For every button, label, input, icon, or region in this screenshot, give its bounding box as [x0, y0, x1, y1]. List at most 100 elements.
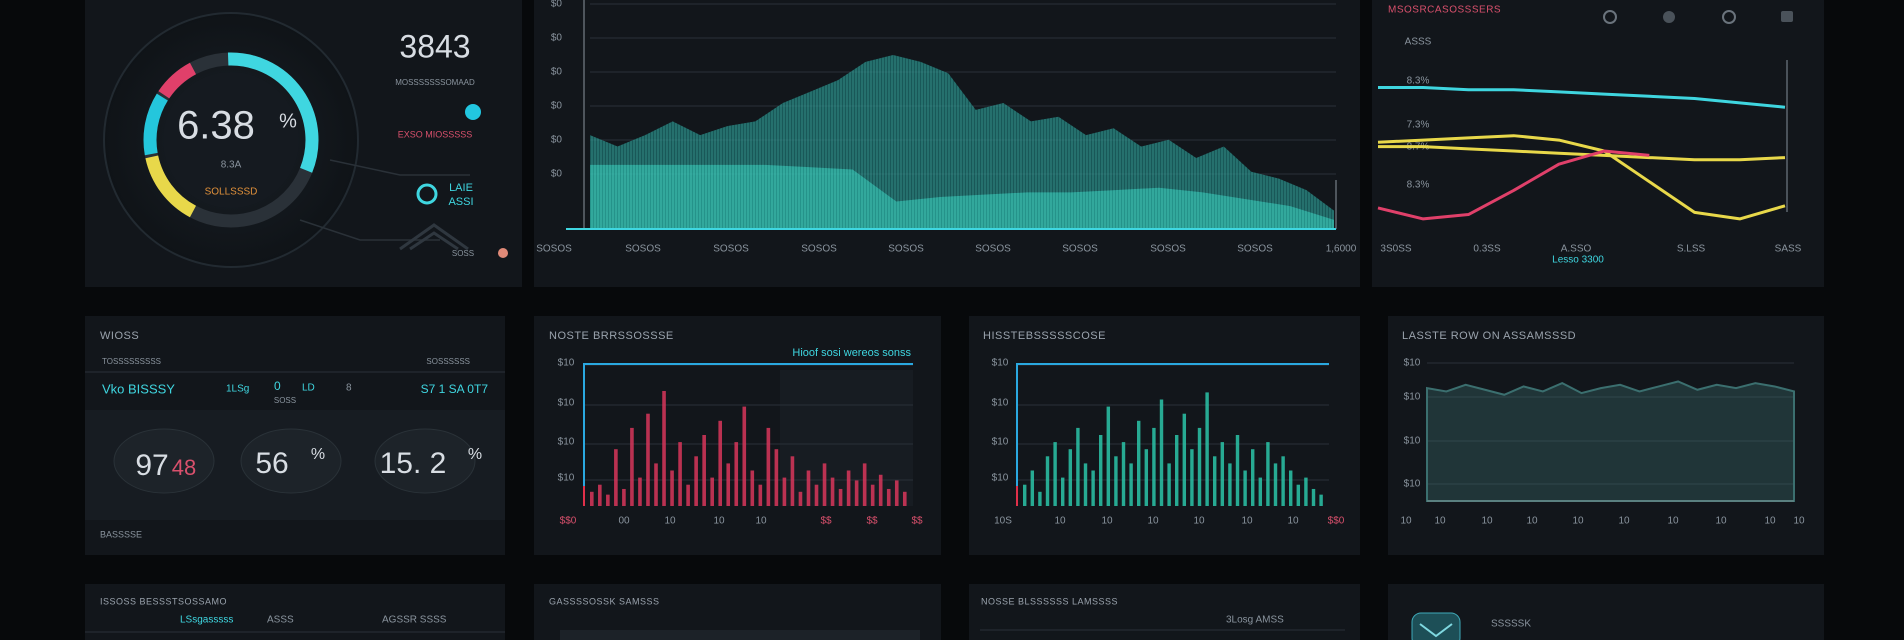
y-tick-label: $0 [551, 33, 563, 44]
status-dot [498, 248, 508, 258]
bar [734, 442, 739, 506]
bar [1190, 449, 1194, 506]
x-tick-label: 10 [755, 516, 767, 527]
gauge-unit: % [279, 110, 297, 132]
bar [902, 491, 907, 506]
bar [1281, 456, 1285, 506]
x-tick-label: 10 [1526, 516, 1538, 527]
bar [878, 474, 883, 506]
toolbar-icon[interactable] [1781, 11, 1793, 22]
area [1426, 380, 1795, 502]
y-tick-label: $10 [558, 437, 575, 448]
bar [654, 463, 658, 506]
panel-title: GASSSSOSSK SAMSSS [549, 596, 660, 606]
panel-title: WIOSS [100, 330, 139, 342]
y-tick-label: $10 [992, 473, 1009, 484]
bar [782, 477, 787, 506]
x-tick-label: $$ [866, 516, 878, 527]
bar [1311, 488, 1316, 506]
bar [846, 470, 851, 506]
bar [1251, 449, 1255, 506]
y-tick-label: $10 [1404, 479, 1421, 490]
bar [630, 427, 634, 506]
bar [1030, 470, 1035, 506]
bar [1159, 399, 1164, 506]
x-tick-label: $$0 [1328, 516, 1345, 527]
bar [854, 480, 859, 506]
bar [1213, 456, 1217, 506]
chevron [399, 223, 469, 251]
x-tick-label: 10 [1434, 516, 1446, 527]
x-tick-label: $$ [911, 516, 923, 527]
panel [1388, 316, 1824, 555]
bar [1197, 427, 1202, 506]
y-tick-label: $10 [558, 473, 575, 484]
x-tick-label: 10 [1764, 516, 1776, 527]
bar [1205, 392, 1209, 506]
panel-title: NOSTE BRRSSOSSSE [549, 330, 674, 342]
kpi-pill [374, 428, 476, 494]
panel [969, 584, 1360, 640]
bar [1099, 435, 1103, 506]
y-tick-label: 7.3% [1407, 120, 1430, 131]
bar [598, 484, 602, 506]
x-tick-label: $$ [820, 516, 832, 527]
bar [814, 484, 819, 506]
y-tick-label: $0 [551, 67, 563, 78]
y-tick-label: $10 [992, 358, 1009, 369]
app-icon[interactable] [1411, 612, 1461, 640]
y-tick-label: $10 [1404, 436, 1421, 447]
x-tick-label: 10 [1054, 516, 1066, 527]
line [1378, 86, 1786, 109]
bar [830, 477, 835, 506]
stat: 1LSg [226, 384, 249, 395]
x-tick-label: 10 [1147, 516, 1159, 527]
kpi-pill [240, 428, 342, 494]
bar [1038, 491, 1042, 506]
gauge-value: 6.38 [177, 104, 255, 148]
panel [969, 316, 1360, 555]
highlight-band [780, 370, 913, 506]
bar [1319, 494, 1323, 506]
x-tick-label: SOSOS [625, 244, 661, 255]
x-tick-label: 10 [1241, 516, 1253, 527]
y-tick-label: 8.3% [1407, 180, 1430, 191]
bar [1091, 470, 1095, 506]
x-tick-label: 10 [1400, 516, 1412, 527]
line [1377, 134, 1786, 221]
x-tick-label: 10 [1715, 516, 1727, 527]
x-tick-label: A.SSO [1561, 244, 1592, 255]
stat-sub: SOSS [274, 396, 296, 405]
x-tick-label: SOSOS [1062, 244, 1098, 255]
bar [1053, 442, 1057, 506]
bar [870, 484, 875, 506]
panel [85, 584, 505, 640]
bar [822, 463, 827, 506]
bar [1023, 484, 1027, 506]
panel-title: LASSTE ROW ON ASSAMSSSD [1402, 330, 1576, 342]
panel-title: ISSOSS BESSSTSOSSAMO [100, 596, 227, 606]
panel-title: NOSSE BLSSSSSS LAMSSSS [981, 596, 1118, 606]
bar [1061, 477, 1065, 506]
toolbar-icon[interactable] [1603, 10, 1617, 24]
bar [718, 420, 723, 506]
bar [1175, 435, 1179, 506]
bar [790, 456, 795, 506]
bar [606, 494, 610, 506]
gauge-sub: 8.3A [221, 160, 242, 171]
bar [1304, 477, 1308, 506]
y-tick-label: $10 [992, 398, 1009, 409]
x-tick-label: 10S [994, 516, 1012, 527]
x-tick-label: 10 [1101, 516, 1113, 527]
gauge-arcs [143, 52, 319, 218]
gauge-arc [143, 93, 168, 156]
bar [798, 491, 803, 506]
x-tick-label: SASS [1775, 244, 1802, 255]
counter: 3843 [399, 28, 470, 64]
kpi-suffix: 48 [172, 455, 196, 480]
bar [1235, 435, 1240, 506]
bar [1045, 456, 1050, 506]
counter-caption: MOSSSSSSSOMAAD [395, 78, 475, 87]
toolbar-icon[interactable] [1663, 11, 1675, 23]
toolbar-icon[interactable] [1722, 10, 1736, 24]
